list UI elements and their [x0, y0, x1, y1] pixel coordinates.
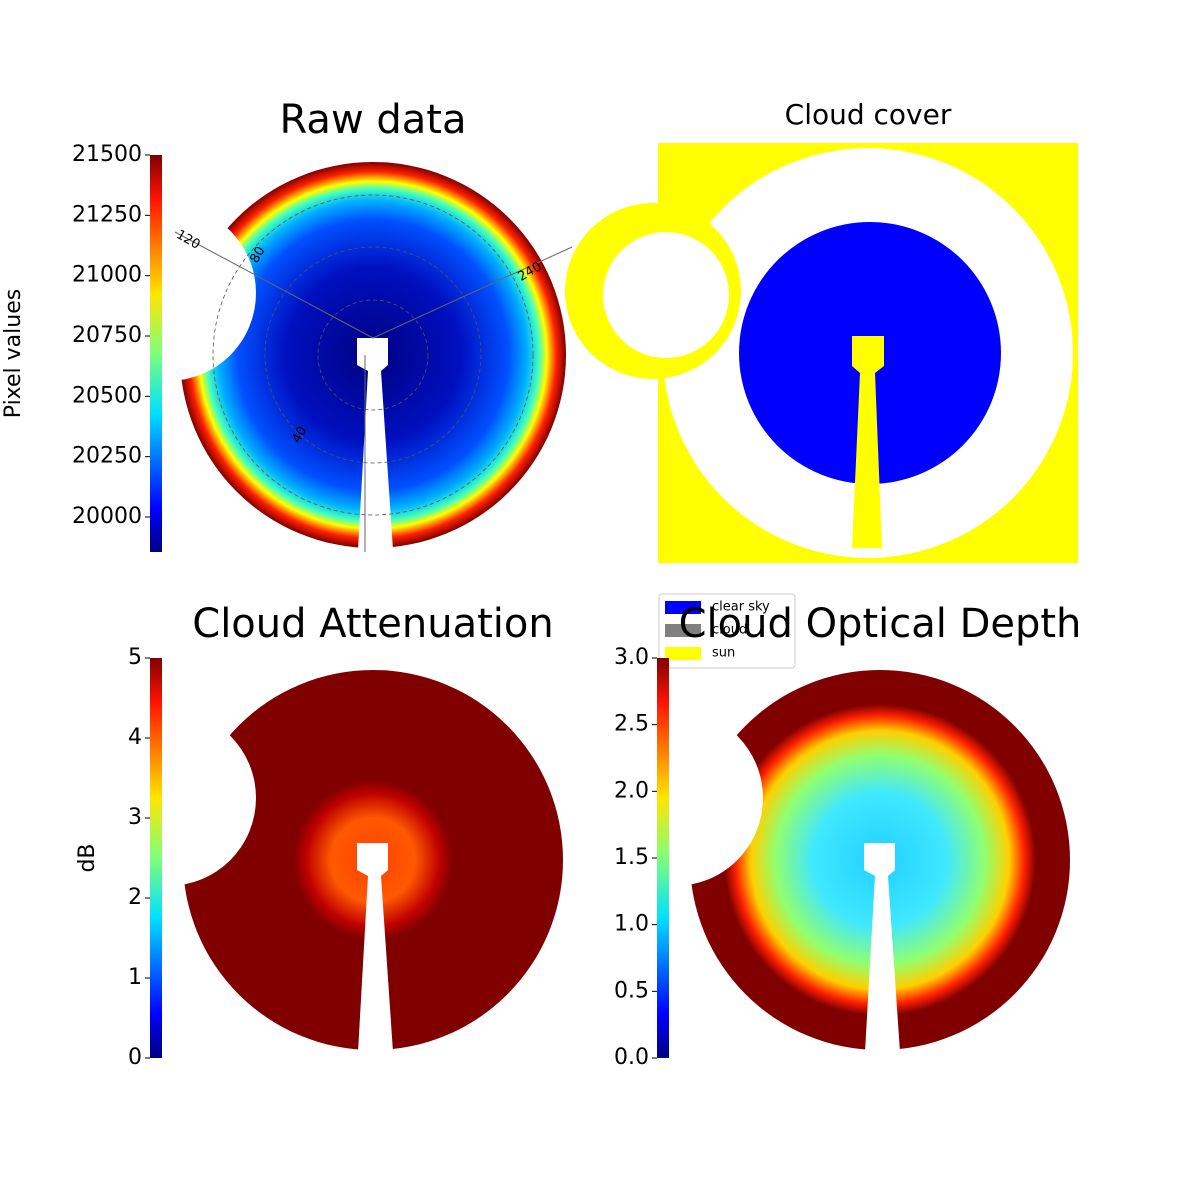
- image: [80, 162, 573, 552]
- mask-cutout: [864, 843, 900, 1052]
- sun-region: [852, 336, 884, 548]
- chart-title: Cloud Attenuation: [192, 601, 553, 647]
- mask-cutout: [357, 338, 393, 550]
- colorbar: [657, 658, 669, 1058]
- polar-axis: [372, 246, 573, 339]
- colorbar: [150, 658, 162, 1058]
- colorbar-tick-label: 2.0: [614, 778, 649, 803]
- colorbar-tick-label: 0.0: [614, 1045, 649, 1070]
- mask-cutout: [587, 710, 763, 886]
- colorbar-tick-label: 3: [128, 805, 142, 830]
- chart-title: Cloud cover: [785, 98, 952, 131]
- colorbar-tick-label: 1: [128, 965, 142, 990]
- legend-label: clear sky: [712, 600, 770, 615]
- colorbar-tick-label: 20750: [72, 323, 142, 348]
- polar-grid: [212, 194, 534, 516]
- polar-grid: [264, 246, 482, 464]
- polar-label: 40: [289, 424, 310, 446]
- colorbar-tick-label: 0.5: [614, 978, 649, 1003]
- chart-title: Raw data: [280, 97, 467, 143]
- unclassified-ring: [603, 232, 729, 358]
- mask-cutout: [80, 710, 256, 886]
- polar-axis: [174, 231, 374, 339]
- colorbar-tick-label: 20000: [72, 504, 142, 529]
- mask-cutout: [357, 843, 393, 1052]
- colorbar-tick-label: 0: [128, 1045, 142, 1070]
- polar-label: 80: [247, 244, 268, 266]
- colorbar-tick-label: 21250: [72, 202, 142, 227]
- legend-label: cloud: [712, 623, 747, 638]
- image: [587, 670, 1070, 1052]
- chart-title: Cloud Optical Depth: [679, 601, 1082, 647]
- mask-cutout: [80, 205, 256, 381]
- colorbar-tick-label: 2.5: [614, 712, 649, 737]
- colorbar-tick-label: 3.0: [614, 645, 649, 670]
- colorbar-tick-label: 1.0: [614, 912, 649, 937]
- colorbar-tick-label: 1.5: [614, 845, 649, 870]
- legend-label: sun: [712, 646, 735, 661]
- image: [565, 143, 1078, 563]
- colorbar-tick-label: 5: [128, 645, 142, 670]
- colorbar-tick-label: 20500: [72, 383, 142, 408]
- legend: clear sky cloud sun: [658, 593, 796, 669]
- colorbar-label: Pixel values: [1, 289, 26, 418]
- colorbar-tick-label: 21000: [72, 263, 142, 288]
- polar-grid: [317, 299, 429, 411]
- colorbar-label: dB: [75, 843, 100, 872]
- colorbar-tick-label: 2: [128, 885, 142, 910]
- colorbar: [150, 155, 162, 552]
- legend-swatch: [665, 624, 701, 637]
- legend-swatch: [665, 647, 701, 660]
- colorbar-tick-label: 20250: [72, 444, 142, 469]
- legend-swatch: [665, 601, 701, 614]
- image: [80, 670, 563, 1052]
- colorbar-tick-label: 21500: [72, 142, 142, 167]
- colorbar-tick-label: 4: [128, 725, 142, 750]
